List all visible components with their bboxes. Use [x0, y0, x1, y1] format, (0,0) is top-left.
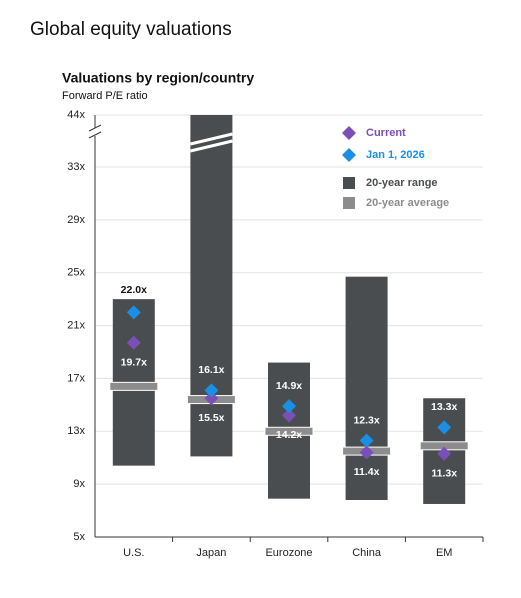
current-label: 14.2x — [276, 429, 302, 441]
legend-swatch — [342, 126, 356, 140]
jan-marker — [437, 420, 452, 435]
y-tick-label: 17x — [67, 372, 85, 384]
current-label: 15.5x — [198, 412, 224, 424]
x-tick-label: EM — [436, 547, 453, 559]
y-tick-label: 33x — [67, 161, 85, 173]
x-tick-label: U.S. — [123, 547, 144, 559]
legend-label: 20-year average — [366, 197, 449, 209]
legend-swatch — [343, 177, 355, 189]
current-label: 19.7x — [121, 357, 147, 369]
current-marker — [204, 391, 219, 406]
legend-label: 20-year range — [366, 177, 438, 189]
y-tick-label: 29x — [67, 214, 85, 226]
break-mark — [190, 132, 233, 146]
jan-marker — [359, 433, 374, 448]
axis-break — [88, 131, 102, 139]
average-marker — [109, 381, 159, 391]
current-label: 11.3x — [431, 468, 457, 480]
page-title: Global equity valuations — [30, 19, 232, 40]
jan-label: 13.3x — [431, 401, 457, 413]
y-tick-label: 5x — [73, 531, 85, 543]
x-tick-label: China — [352, 547, 382, 559]
range-bar — [345, 276, 388, 500]
current-marker — [359, 445, 374, 460]
y-tick-label: 25x — [67, 267, 85, 279]
jan-label: 22.0x — [121, 284, 147, 296]
y-tick-label: 21x — [67, 319, 85, 331]
current-marker — [126, 335, 141, 350]
jan-marker — [282, 399, 296, 414]
current-marker — [282, 408, 296, 423]
y-tick-label: 44x — [67, 109, 85, 121]
jan-label: 16.1x — [198, 364, 224, 376]
legend-swatch — [342, 148, 356, 162]
axis-break — [88, 124, 102, 132]
legend-label: Current — [366, 127, 406, 139]
x-tick-label: Japan — [196, 547, 226, 559]
current-marker — [437, 446, 452, 461]
legend-label: Jan 1, 2026 — [366, 149, 425, 161]
axis-break-gap — [89, 128, 101, 136]
x-tick-label: Eurozone — [265, 547, 312, 559]
chart-subtitle: Forward P/E ratio — [62, 90, 148, 102]
y-tick-label: 13x — [67, 425, 85, 437]
chart-title: Valuations by region/country — [62, 70, 254, 86]
jan-label: 14.9x — [276, 380, 302, 392]
break-mark — [190, 139, 233, 153]
legend-swatch — [343, 197, 355, 209]
jan-label: 12.3x — [353, 414, 379, 426]
current-label: 11.4x — [354, 466, 380, 478]
y-tick-label: 9x — [73, 478, 85, 490]
jan-marker — [126, 305, 141, 320]
average-marker — [264, 426, 314, 436]
jan-marker — [204, 383, 219, 398]
